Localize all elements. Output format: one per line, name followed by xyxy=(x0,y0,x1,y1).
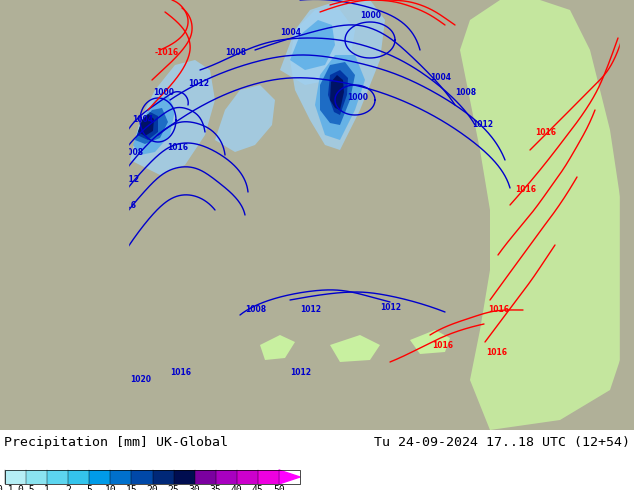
Text: 35: 35 xyxy=(210,485,222,490)
Polygon shape xyxy=(279,470,300,484)
Polygon shape xyxy=(460,0,630,430)
Polygon shape xyxy=(155,0,240,110)
Text: 1008: 1008 xyxy=(225,48,246,57)
Polygon shape xyxy=(280,10,355,85)
Polygon shape xyxy=(490,285,560,318)
Text: 1016: 1016 xyxy=(535,128,556,137)
Text: 30: 30 xyxy=(189,485,200,490)
Polygon shape xyxy=(270,300,440,362)
Text: 1012: 1012 xyxy=(118,175,139,184)
Text: 0.1: 0.1 xyxy=(0,485,14,490)
Text: 15: 15 xyxy=(126,485,138,490)
Text: 1016: 1016 xyxy=(167,143,188,152)
Bar xyxy=(174,470,195,484)
Bar xyxy=(153,470,174,484)
Polygon shape xyxy=(135,108,168,144)
Text: 1000: 1000 xyxy=(360,11,381,20)
Bar xyxy=(110,470,131,484)
Text: 1000: 1000 xyxy=(153,88,174,97)
Text: 1008: 1008 xyxy=(245,305,266,314)
Text: 1016: 1016 xyxy=(515,185,536,194)
Polygon shape xyxy=(137,112,158,140)
Polygon shape xyxy=(328,70,348,115)
Text: 1008: 1008 xyxy=(122,148,143,157)
Polygon shape xyxy=(330,75,344,110)
Polygon shape xyxy=(330,335,380,362)
Text: 1020: 1020 xyxy=(130,375,151,384)
Text: 1012: 1012 xyxy=(472,120,493,129)
Text: 1012: 1012 xyxy=(300,305,321,314)
Polygon shape xyxy=(290,20,335,70)
Text: 1000: 1000 xyxy=(347,93,368,102)
Polygon shape xyxy=(130,60,215,175)
Polygon shape xyxy=(410,330,450,354)
Text: 0.5: 0.5 xyxy=(17,485,35,490)
Polygon shape xyxy=(260,335,295,360)
Polygon shape xyxy=(285,30,380,115)
Bar xyxy=(0,0,128,430)
Bar xyxy=(0,380,634,430)
Bar xyxy=(620,0,634,430)
Text: 1004: 1004 xyxy=(280,28,301,37)
Text: 2: 2 xyxy=(65,485,71,490)
Polygon shape xyxy=(315,55,365,140)
Polygon shape xyxy=(138,114,154,136)
Polygon shape xyxy=(215,85,275,152)
Text: 1004: 1004 xyxy=(132,115,153,124)
Bar xyxy=(0,0,130,430)
Text: 1004: 1004 xyxy=(430,73,451,82)
Text: 1012: 1012 xyxy=(290,368,311,377)
Text: 10: 10 xyxy=(105,485,116,490)
Bar xyxy=(216,470,236,484)
Bar xyxy=(258,470,279,484)
Text: 1016: 1016 xyxy=(115,201,136,210)
Bar xyxy=(5,470,26,484)
Text: 1012: 1012 xyxy=(380,303,401,312)
Text: 1016: 1016 xyxy=(170,368,191,377)
Polygon shape xyxy=(190,100,225,150)
Bar xyxy=(131,470,153,484)
Bar xyxy=(236,470,258,484)
Text: -1016: -1016 xyxy=(155,48,179,57)
Polygon shape xyxy=(320,62,355,125)
Text: 1: 1 xyxy=(44,485,50,490)
Text: 1012: 1012 xyxy=(188,79,209,88)
Bar xyxy=(68,470,89,484)
Text: 5: 5 xyxy=(86,485,92,490)
Text: 40: 40 xyxy=(231,485,243,490)
Text: 50: 50 xyxy=(273,485,285,490)
Bar xyxy=(195,470,216,484)
Polygon shape xyxy=(490,0,634,430)
Text: Tu 24-09-2024 17..18 UTC (12+54): Tu 24-09-2024 17..18 UTC (12+54) xyxy=(374,436,630,449)
Text: 1008: 1008 xyxy=(455,88,476,97)
Bar xyxy=(89,470,110,484)
Polygon shape xyxy=(133,95,175,155)
Text: 45: 45 xyxy=(252,485,264,490)
Text: 20: 20 xyxy=(146,485,158,490)
Bar xyxy=(5,470,300,484)
Text: 1016: 1016 xyxy=(486,348,507,357)
Text: 1016: 1016 xyxy=(488,305,509,314)
Text: 25: 25 xyxy=(168,485,179,490)
Text: 1016: 1016 xyxy=(432,341,453,350)
Polygon shape xyxy=(290,0,385,150)
Polygon shape xyxy=(0,0,164,430)
Bar xyxy=(47,470,68,484)
Bar xyxy=(26,470,47,484)
Text: Precipitation [mm] UK-Global: Precipitation [mm] UK-Global xyxy=(4,436,228,449)
Polygon shape xyxy=(370,0,430,60)
